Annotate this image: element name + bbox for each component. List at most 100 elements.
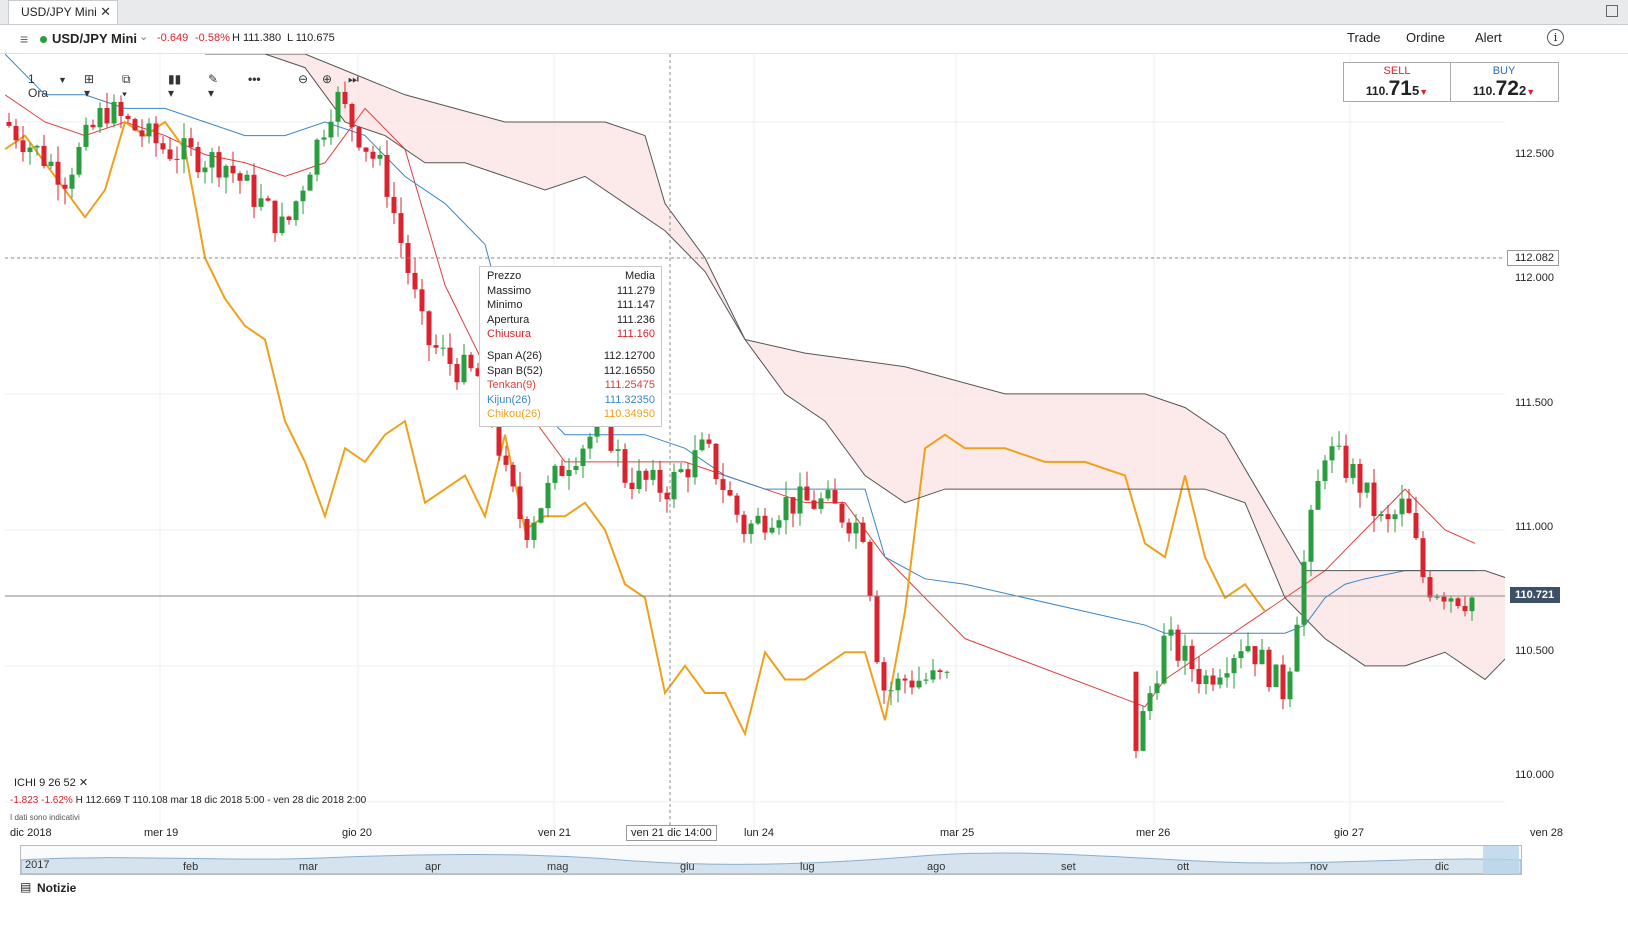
y-tick: 111.000 — [1515, 521, 1554, 533]
candle-body — [1455, 598, 1461, 607]
close-icon[interactable]: ✕ — [78, 777, 89, 789]
series-line — [205, 54, 1505, 578]
sell-button[interactable]: SELL 110.715▼ — [1344, 63, 1451, 101]
close-icon[interactable]: ✕ — [100, 4, 111, 19]
indicator-lines — [5, 54, 1505, 737]
zoom-out-icon[interactable]: ⊖ — [298, 72, 309, 86]
navigator-scrollbar[interactable]: 2017 feb mar apr mag giu lug ago set ott… — [20, 845, 1522, 875]
crosshair-time-label: ven 21 dic 14:00 — [626, 825, 717, 841]
candle-body — [671, 471, 677, 500]
candle-body — [552, 465, 558, 483]
candle-body — [895, 678, 901, 691]
candle-body — [412, 272, 418, 290]
buy-button[interactable]: BUY 110.722▼ — [1451, 63, 1557, 101]
candle-body — [97, 107, 103, 128]
candle-body — [335, 91, 341, 122]
indicator-stats: -1.823 -1.62% H 112.669 T 110.108 mar 18… — [10, 795, 366, 806]
skip-to-end-icon[interactable]: ⏭ — [348, 72, 359, 86]
candle-body — [230, 165, 236, 174]
indicator-change: -1.823 — [10, 795, 39, 806]
indicator-name[interactable]: ICHI — [14, 777, 36, 789]
news-bar: ▤ Notizie — [0, 875, 1628, 899]
candle-body — [1203, 675, 1209, 685]
sell-price-small: 5 — [1411, 83, 1420, 98]
news-link[interactable]: Notizie — [37, 881, 77, 895]
candle-body — [258, 198, 264, 207]
chevron-down-icon[interactable]: ⌄ — [139, 31, 149, 43]
candle-body — [713, 443, 719, 480]
tooltip-value: 110.34950 — [603, 408, 655, 420]
candle-body — [13, 125, 19, 141]
series-line — [5, 54, 1475, 634]
menu-icon[interactable]: ≡ — [20, 31, 29, 47]
draw-tool-icon[interactable]: ✎ ▾ — [208, 72, 219, 100]
candle-body — [503, 455, 509, 465]
candle-body — [1434, 596, 1440, 598]
trade-ticket: SELL 110.715▼ BUY 110.722▼ — [1343, 62, 1559, 102]
candle-body — [314, 139, 320, 175]
tab-usdjpy[interactable]: USD/JPY Mini ✕ — [8, 0, 118, 24]
candle-body — [517, 486, 523, 519]
candle-body — [1252, 646, 1258, 665]
candle-body — [531, 522, 537, 541]
candle-body — [475, 368, 481, 377]
chevron-down-icon[interactable]: ▼ — [58, 75, 67, 85]
candle-body — [902, 678, 908, 681]
candle-body — [1196, 668, 1202, 685]
candle-body — [524, 518, 530, 541]
info-icon[interactable]: i — [1547, 29, 1564, 46]
order-menu[interactable]: Ordine — [1406, 30, 1446, 45]
price-tooltip: Prezzo Media Massimo 111.279 Minimo 111.147… — [479, 266, 662, 427]
candle-body — [6, 121, 12, 126]
tooltip-key: Chiusura — [487, 328, 532, 340]
more-icon[interactable]: ••• — [248, 72, 261, 86]
candle-body — [685, 469, 691, 478]
candle-body — [328, 121, 334, 138]
alert-menu[interactable]: Alert — [1475, 30, 1502, 45]
chart-type-icon[interactable]: ⊞ ▾ — [84, 72, 95, 100]
candle-body — [433, 345, 439, 348]
candle-body — [1441, 596, 1447, 602]
nav-month: nov — [1310, 861, 1328, 873]
candle-body — [1371, 482, 1377, 516]
timeframe-selector[interactable]: 1 Ora — [28, 72, 49, 100]
candle-body — [1189, 645, 1195, 669]
candle-body — [69, 174, 75, 189]
tooltip-value: 111.25475 — [604, 379, 655, 391]
buy-price-small: 2 — [1518, 83, 1527, 98]
bar-chart-icon[interactable]: ▮▮ ▾ — [168, 72, 182, 100]
candle-body — [426, 311, 432, 346]
candle-body — [545, 482, 551, 509]
indicators-icon[interactable]: ⧉ ▾ — [122, 72, 131, 101]
restore-window-icon[interactable] — [1606, 5, 1618, 17]
candle-body — [300, 190, 306, 202]
candle-body — [706, 439, 712, 444]
candle-body — [34, 145, 40, 148]
candle-body — [377, 154, 383, 159]
candle-body — [1259, 649, 1265, 665]
candle-body — [643, 470, 649, 480]
candle-body — [825, 490, 831, 499]
candle-body — [1161, 635, 1167, 684]
price-chart[interactable] — [5, 54, 1505, 844]
tooltip-value: 112.12700 — [603, 350, 655, 362]
sell-label: SELL — [1383, 65, 1411, 77]
candle-body — [321, 137, 327, 140]
zoom-in-icon[interactable]: ⊕ — [322, 72, 333, 86]
y-tick: 110.500 — [1515, 645, 1554, 657]
candle-body — [853, 522, 859, 534]
candle-body — [146, 123, 152, 137]
candle-body — [510, 464, 516, 487]
candle-body — [1462, 606, 1468, 612]
candle-body — [881, 662, 887, 691]
buy-price-prefix: 110. — [1472, 84, 1496, 98]
instrument-name[interactable]: USD/JPY Mini — [52, 31, 138, 46]
candle-body — [384, 154, 390, 197]
candle-body — [1315, 480, 1321, 510]
down-arrow-icon: ▼ — [1419, 87, 1429, 97]
candle-body — [650, 469, 656, 480]
x-tick: gio 27 — [1334, 827, 1364, 839]
indicator-params: 9 26 52 — [39, 777, 76, 789]
candle-body — [573, 466, 579, 470]
trade-menu[interactable]: Trade — [1347, 30, 1381, 45]
